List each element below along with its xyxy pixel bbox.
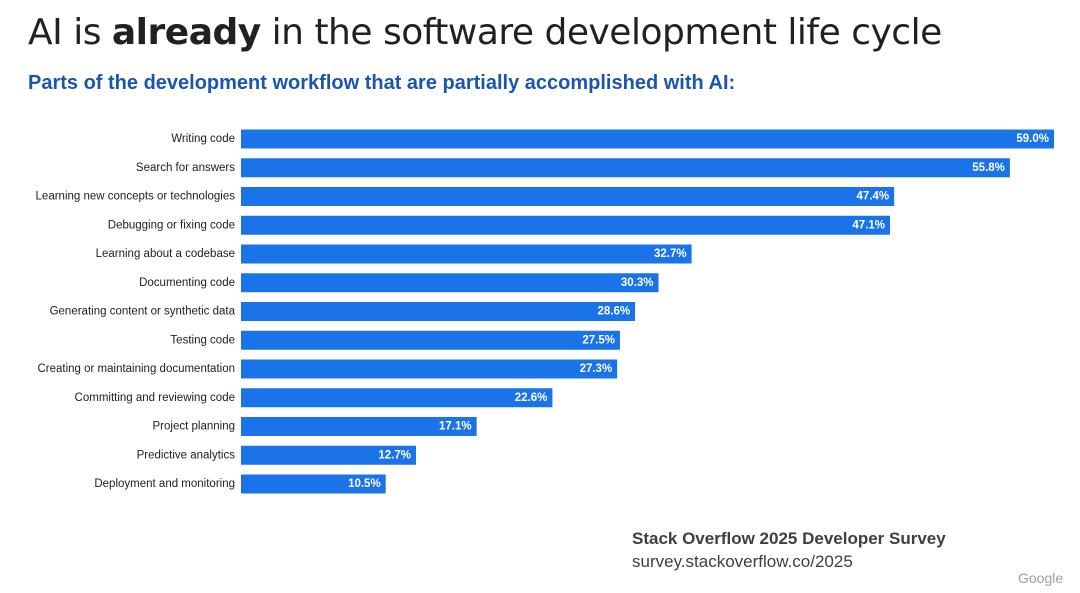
bar — [241, 388, 553, 408]
category-label: Search for answers — [136, 162, 235, 174]
value-label: 55.8% — [972, 162, 1005, 174]
category-label: Creating or maintaining documentation — [37, 363, 235, 375]
category-label: Testing code — [170, 334, 235, 346]
value-label: 12.7% — [378, 449, 411, 461]
value-label: 17.1% — [439, 421, 472, 433]
bar — [241, 129, 1054, 149]
bar — [241, 417, 477, 436]
value-label: 27.3% — [580, 363, 613, 375]
category-label: Writing code — [171, 133, 235, 145]
google-watermark: Google — [1018, 570, 1064, 586]
bar-chart: Writing code 59.0% Search for answers 55.8%… — [36, 129, 1054, 494]
category-label: Generating content or synthetic data — [50, 306, 236, 318]
bar — [241, 215, 891, 235]
value-label: 27.5% — [582, 334, 615, 346]
bar — [241, 359, 618, 379]
bar — [241, 273, 659, 293]
bar — [241, 474, 386, 494]
bar — [241, 330, 620, 350]
source-credit: Stack Overflow 2025 Developer Survey — [632, 529, 946, 548]
value-label: 30.3% — [621, 277, 654, 289]
bar — [241, 302, 636, 321]
category-label: Predictive analytics — [137, 449, 236, 461]
value-label: 47.4% — [857, 191, 890, 203]
category-label: Documenting code — [139, 277, 235, 289]
category-label: Deployment and monitoring — [94, 478, 235, 490]
value-label: 22.6% — [515, 392, 548, 404]
category-label: Learning about a codebase — [96, 248, 235, 260]
source-url: survey.stackoverflow.co/2025 — [632, 552, 853, 571]
category-label: Learning new concepts or technologies — [36, 191, 236, 203]
page-title: AI is already in the software developmen… — [28, 12, 942, 53]
bar — [241, 158, 1010, 178]
chart-subtitle: Parts of the development workflow that a… — [28, 72, 736, 94]
value-label: 28.6% — [597, 306, 630, 318]
title-emphasis: already — [111, 12, 261, 53]
value-label: 32.7% — [654, 248, 687, 260]
category-label: Project planning — [153, 421, 235, 433]
value-label: 59.0% — [1016, 133, 1049, 145]
title-prefix: AI is — [28, 12, 112, 53]
value-label: 47.1% — [852, 219, 885, 231]
category-label: Debugging or fixing code — [108, 219, 235, 231]
title-suffix: in the software development life cycle — [260, 12, 943, 53]
category-label: Committing and reviewing code — [75, 392, 235, 404]
bar — [241, 244, 692, 264]
bar — [241, 445, 417, 465]
bar — [241, 187, 895, 206]
value-label: 10.5% — [348, 478, 381, 490]
